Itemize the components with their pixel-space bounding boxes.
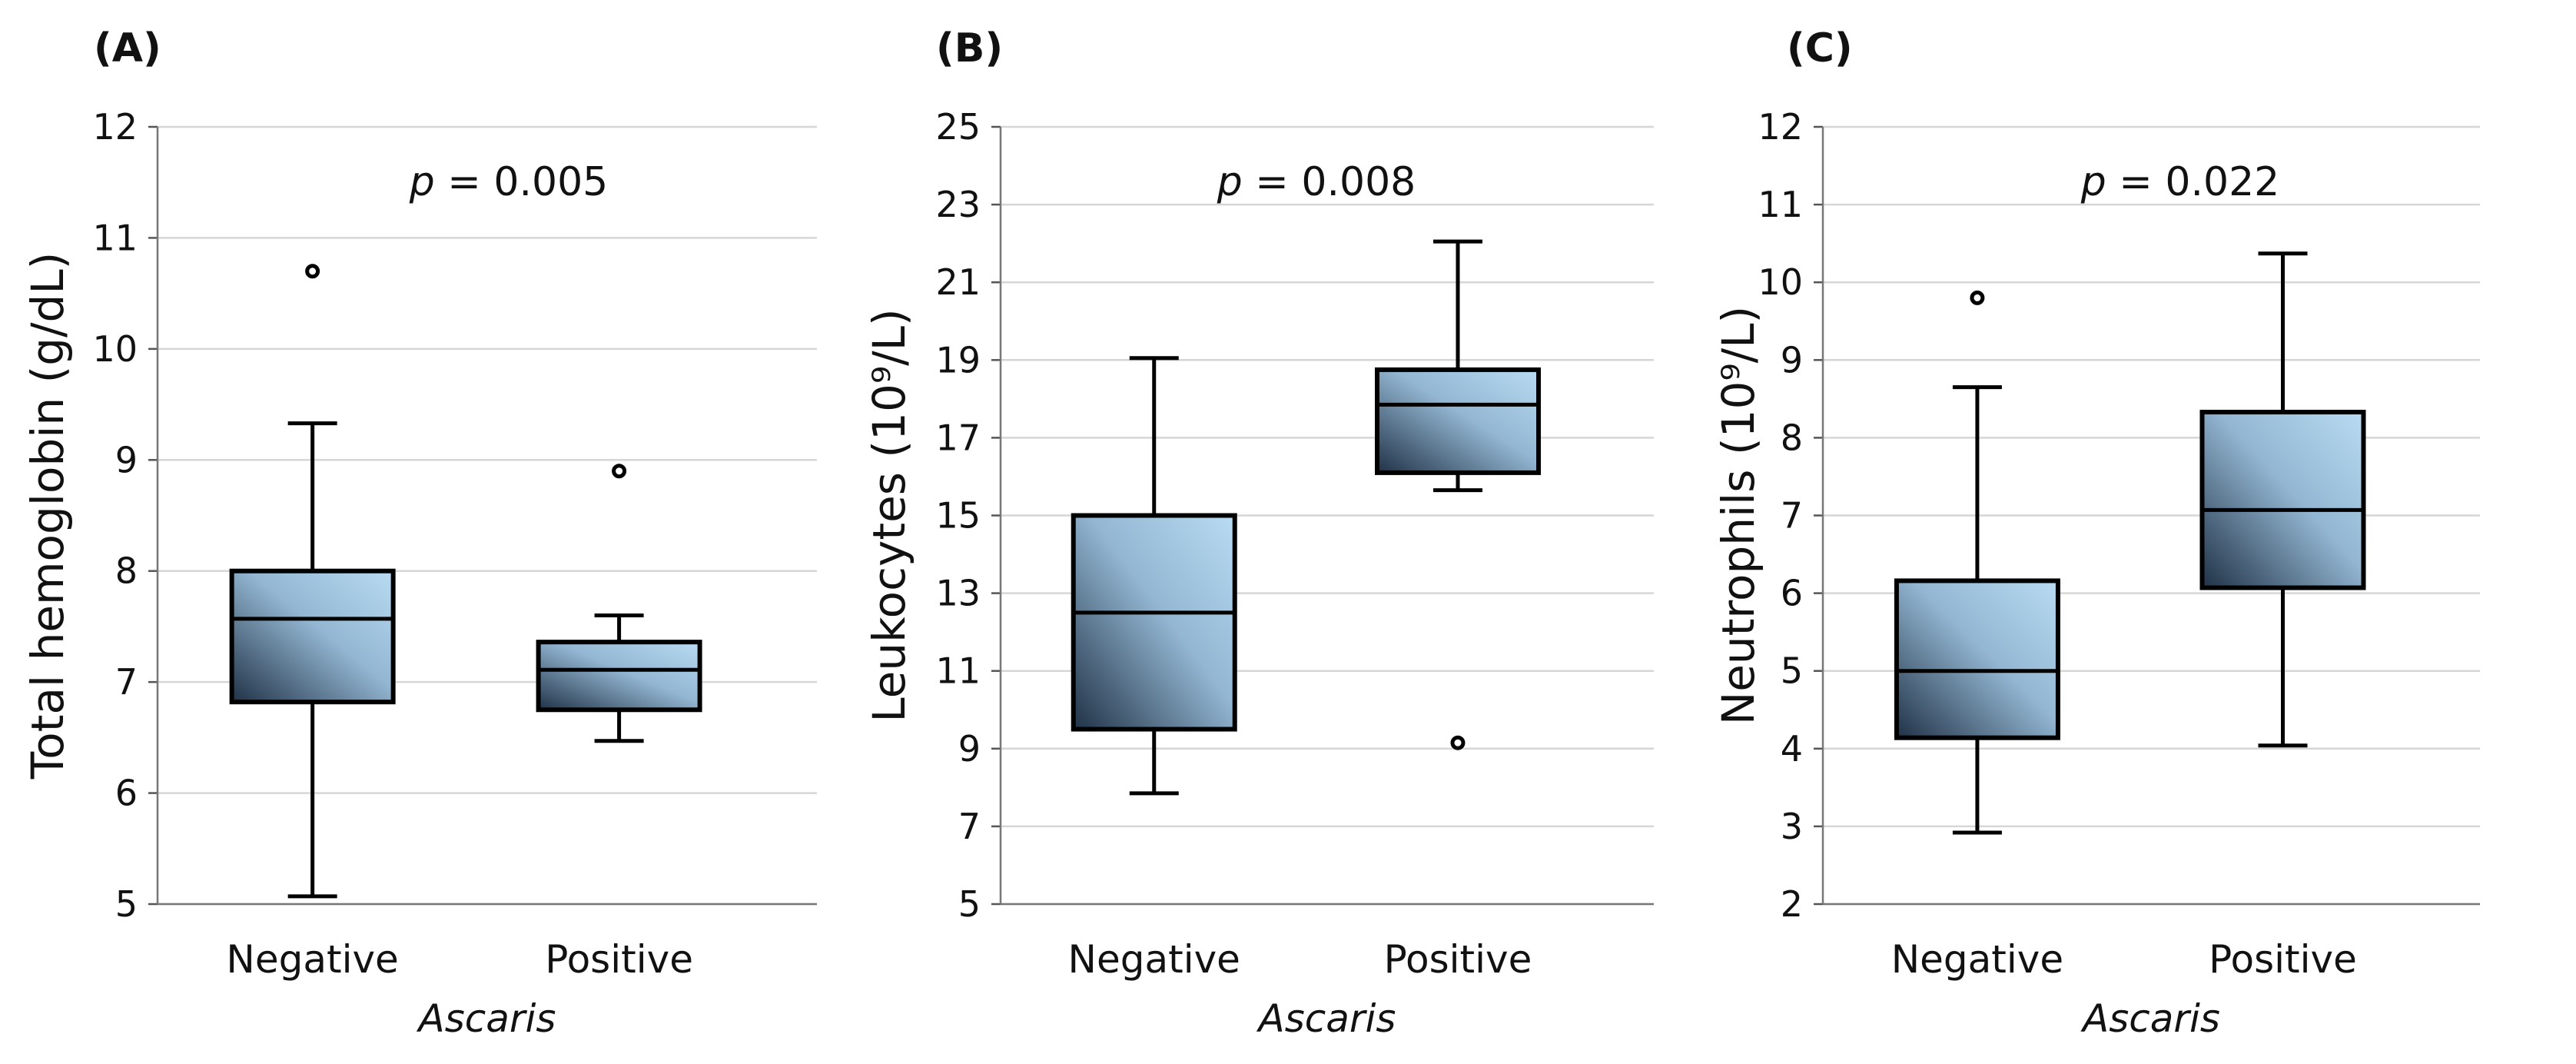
box-negative: Negative [226,264,399,982]
y-tick-label: 7 [115,661,138,703]
y-tick-label: 23 [935,184,981,225]
category-label: Positive [545,937,693,982]
p-value-annotation: p = 0.005 [409,159,609,205]
p-value-annotation: p = 0.008 [1217,159,1416,205]
y-axis-label: Leukocytes (10⁹/L) [863,308,915,722]
y-tick-label: 11 [92,217,138,258]
y-tick-label: 3 [1781,806,1803,847]
outlier-point [1450,735,1466,750]
box-positive: Positive [1375,239,1541,982]
y-tick-label: 5 [1781,650,1803,692]
chart-panel-1: 5 6 7 8 9 10 11 12 (A) p = 0.005 Total hemoglobin … [22,25,817,1041]
y-tick-label: 9 [115,439,138,480]
category-label: Positive [1384,937,1532,982]
y-tick-label: 12 [92,106,138,148]
y-tick-label: 17 [935,417,981,458]
box-negative: Negative [1068,356,1240,982]
y-tick-label: 25 [935,106,981,148]
category-label: Negative [226,937,398,982]
chart-panel-3: 2 3 4 5 6 7 8 9 10 11 12 (C) p = 0.022 Neutrophils (1… [1712,25,2480,1041]
y-tick-label: 5 [958,883,981,925]
p-value-number: = 0.005 [435,159,609,205]
outlier-point [305,264,320,279]
y-tick-label: 6 [115,773,138,814]
y-tick-label: 9 [958,728,981,770]
outlier-point [1970,290,1985,305]
y-tick-label: 6 [1781,573,1803,614]
y-tick-label: 13 [935,573,981,614]
iqr-box [2199,410,2366,590]
panel-label: (B) [936,25,1003,71]
y-tick-label: 9 [1781,339,1803,381]
iqr-box [1375,367,1541,475]
y-tick-label: 11 [1758,184,1803,225]
p-value-symbol: p [1217,159,1243,205]
iqr-box [1071,513,1237,732]
x-axis-label: Ascaris [2080,996,2220,1041]
y-tick-label: 5 [115,883,138,925]
y-tick-label: 8 [1781,417,1803,458]
y-tick-label: 7 [1781,495,1803,537]
iqr-box [1894,578,2060,740]
category-label: Positive [2209,937,2357,982]
y-tick-label: 21 [935,261,981,303]
box-positive: Positive [2199,251,2366,982]
y-axis-label: Total hemoglobin (g/dL) [22,252,74,780]
y-tick-label: 4 [1781,728,1803,770]
y-tick-label: 8 [115,550,138,592]
x-axis-label: Ascaris [417,996,556,1041]
outlier-point [612,464,627,479]
box-positive: Positive [536,464,702,982]
chart-panel-2: 5 7 9 11 13 15 17 19 21 23 25 (B) p = 0.008 Leukocyte… [863,25,1654,1041]
p-value-number: = 0.022 [2106,159,2280,205]
y-tick-label: 19 [935,339,981,381]
y-axis-label: Neutrophils (10⁹/L) [1712,306,1764,725]
p-value-symbol: p [409,159,435,205]
panel-label: (A) [94,25,161,71]
category-label: Negative [1068,937,1240,982]
p-value-annotation: p = 0.022 [2080,159,2280,205]
x-axis-label: Ascaris [1256,996,1396,1041]
iqr-box [229,568,396,705]
y-tick-label: 10 [1758,261,1803,303]
category-label: Negative [1891,937,2063,982]
y-tick-label: 12 [1758,106,1803,148]
y-tick-label: 11 [935,650,981,692]
iqr-box [536,640,702,713]
p-value-symbol: p [2080,159,2106,205]
p-value-number: = 0.008 [1243,159,1416,205]
box-negative: Negative [1891,290,2063,982]
y-tick-label: 2 [1781,883,1803,925]
y-tick-label: 15 [935,495,981,537]
panel-label: (C) [1787,25,1853,71]
y-tick-label: 10 [92,328,138,370]
y-tick-label: 7 [958,806,981,847]
